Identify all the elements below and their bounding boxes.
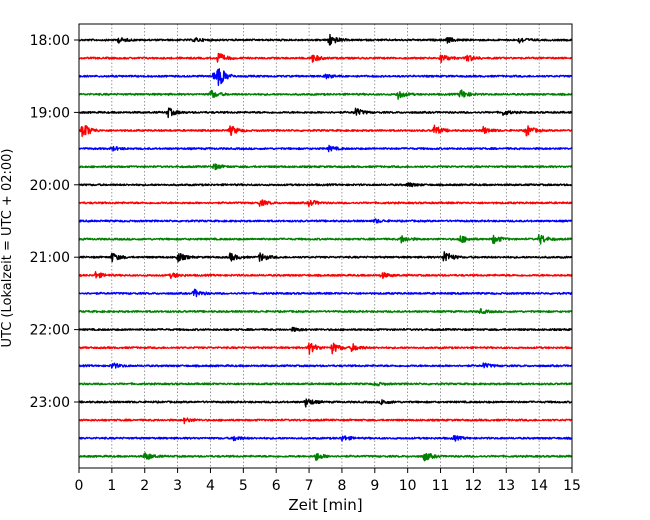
x-tick-label: 0 [75,478,84,494]
trace-2245 [78,381,573,387]
trace-1800 [78,33,573,46]
grid-lines [111,24,540,468]
x-axis-label: Zeit [min] [288,496,362,514]
x-tick-label: 2 [140,478,149,494]
trace-1945 [78,163,573,171]
x-tick-label: 1 [107,478,116,494]
trace-1930 [78,144,573,153]
trace-2145 [78,308,573,315]
x-axis-ticks: 0 1 2 3 4 5 6 7 8 9 10 11 12 13 14 15 [75,468,581,494]
trace-1830 [78,68,573,86]
x-tick-label: 9 [370,478,379,494]
trace-1845 [78,89,573,100]
trace-2045 [78,233,573,245]
trace-2215 [78,342,573,355]
trace-2230 [78,362,573,369]
y-tick-label: 21:00 [30,250,70,266]
trace-2030 [78,218,573,224]
x-tick-label: 13 [497,478,515,494]
x-tick-label: 6 [272,478,281,494]
x-tick-label: 5 [239,478,248,494]
trace-2115 [78,270,573,280]
plot-frame [78,23,573,469]
trace-2130 [78,288,573,298]
trace-2330 [78,434,573,442]
trace-2100 [78,251,573,263]
trace-2015 [78,199,573,208]
trace-2200 [78,326,573,333]
trace-2000 [78,182,573,188]
x-tick-label: 3 [173,478,182,494]
trace-2300 [78,398,573,408]
trace-1900 [78,107,573,119]
y-tick-label: 19:00 [30,105,70,121]
x-tick-label: 7 [305,478,314,494]
x-tick-label: 4 [206,478,215,494]
trace-1915 [78,124,573,138]
trace-2345 [78,452,573,462]
x-tick-label: 14 [530,478,548,494]
trace-1815 [78,52,573,64]
y-tick-label: 22:00 [30,323,70,339]
x-tick-label: 8 [337,478,346,494]
y-axis-ticks: 18:00 19:00 20:00 21:00 22:00 23:00 [30,33,79,411]
y-axis-label: UTC (Lokalzeit = UTC + 02:00) [0,149,15,348]
trace-2315 [78,417,573,425]
x-tick-label: 12 [464,478,482,494]
y-tick-label: 20:00 [30,178,70,194]
y-tick-label: 18:00 [30,33,70,49]
y-tick-label: 23:00 [30,395,70,411]
x-tick-label: 11 [432,478,450,494]
x-tick-label: 10 [399,478,417,494]
x-tick-label: 15 [563,478,581,494]
seismic-traces [78,33,573,462]
